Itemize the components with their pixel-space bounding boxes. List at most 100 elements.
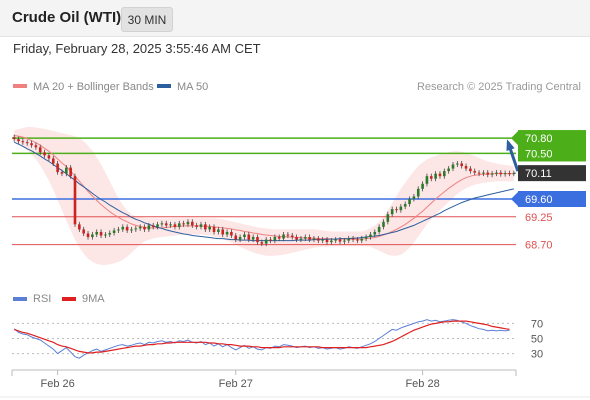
level-label: 70.50 xyxy=(525,148,553,160)
candle-body xyxy=(308,237,311,240)
candle-body xyxy=(317,238,320,241)
candle-body xyxy=(416,188,420,197)
candle-body xyxy=(12,137,16,140)
rsi-legend-label: 9MA xyxy=(82,293,105,305)
candle-body xyxy=(299,238,303,240)
candle-body xyxy=(43,152,46,156)
ma50-line xyxy=(13,141,514,242)
candle-body xyxy=(186,221,190,225)
candle-body xyxy=(82,229,85,234)
candle-body xyxy=(390,209,394,215)
x-tick-label: Feb 26 xyxy=(40,378,74,390)
candle-body xyxy=(508,173,511,175)
candle-body xyxy=(130,229,133,231)
candle-body xyxy=(125,226,129,231)
candle-body xyxy=(369,234,372,238)
candle-body xyxy=(382,221,385,227)
candle-body xyxy=(443,171,446,177)
ma20-line xyxy=(14,135,514,240)
candle-body xyxy=(321,239,324,241)
x-tick-label: Feb 28 xyxy=(405,378,439,390)
candle-body xyxy=(499,172,503,175)
candle-body xyxy=(104,234,107,236)
candle-body xyxy=(303,237,307,239)
candle-body xyxy=(456,163,459,165)
candle-body xyxy=(386,214,390,222)
legend-swatch xyxy=(157,84,171,88)
candle-body xyxy=(195,225,198,227)
candle-body xyxy=(325,239,329,243)
candle-body xyxy=(377,226,381,232)
candle-body xyxy=(364,237,368,239)
candle-body xyxy=(277,237,281,239)
candle-body xyxy=(408,199,411,205)
current-price-label: 70.11 xyxy=(525,168,552,180)
candle-body xyxy=(351,238,355,240)
candle-body xyxy=(425,176,429,184)
candle-body xyxy=(356,239,359,241)
candle-body xyxy=(65,167,68,174)
candle-body xyxy=(117,229,120,231)
candle-body xyxy=(264,239,268,244)
level-label: 69.25 xyxy=(525,212,553,224)
level-pointer xyxy=(511,131,518,146)
resistance-zone-box xyxy=(518,130,586,162)
rsi-tick-label: 50 xyxy=(531,334,543,346)
candle-body xyxy=(25,142,29,144)
candle-body xyxy=(434,173,437,179)
candle-body xyxy=(86,233,90,238)
candle-body xyxy=(151,225,155,227)
candle-body xyxy=(490,173,494,175)
candle-body xyxy=(251,237,255,240)
candle-body xyxy=(399,206,403,211)
candle-body xyxy=(347,238,351,241)
candle-body xyxy=(512,173,516,175)
candle-body xyxy=(147,225,151,230)
candle-body xyxy=(51,158,55,164)
candle-body xyxy=(395,209,398,211)
candle-body xyxy=(247,234,251,240)
level-pointer xyxy=(511,192,518,206)
candle-body xyxy=(260,242,264,244)
candle-body xyxy=(243,234,246,238)
rsi-ma-line xyxy=(14,320,510,354)
candle-body xyxy=(495,172,498,174)
candle-body xyxy=(412,196,416,199)
current-price-box xyxy=(518,165,586,182)
candle-body xyxy=(60,172,64,174)
chart-header: Crude Oil (WTI) 30 MIN xyxy=(0,0,590,37)
rsi-tick-label: 30 xyxy=(531,349,543,361)
candle-body xyxy=(269,239,272,241)
level-label: 70.80 xyxy=(525,133,553,145)
candle-body xyxy=(473,171,477,173)
candle-body xyxy=(204,224,207,230)
candle-body xyxy=(312,238,316,240)
candle-body xyxy=(403,204,407,207)
candle-body xyxy=(273,237,277,241)
rsi-legend-swatch xyxy=(13,297,27,301)
candle-body xyxy=(108,232,112,235)
candle-body xyxy=(373,231,377,235)
candle-body xyxy=(338,239,342,242)
legend-label: MA 50 xyxy=(177,81,208,93)
candle-body xyxy=(95,231,99,235)
candle-body xyxy=(477,172,481,174)
candle-body xyxy=(486,172,490,175)
candle-body xyxy=(164,223,168,226)
rsi-legend-swatch xyxy=(62,297,76,301)
candle-body xyxy=(191,221,194,226)
candle-body xyxy=(286,234,290,236)
candle-body xyxy=(169,224,172,226)
candle-body xyxy=(199,224,203,227)
rsi-line xyxy=(13,319,510,359)
timeframe-button[interactable]: 30 MIN xyxy=(121,7,173,32)
bollinger-band xyxy=(14,127,514,265)
candle-body xyxy=(438,173,442,177)
candle-body xyxy=(208,226,211,230)
instrument-title: Crude Oil (WTI) xyxy=(12,9,122,26)
candle-body xyxy=(138,226,142,229)
candle-body xyxy=(421,183,424,189)
candle-body xyxy=(56,163,59,173)
legend-label: MA 20 + Bollinger Bands xyxy=(33,81,154,93)
